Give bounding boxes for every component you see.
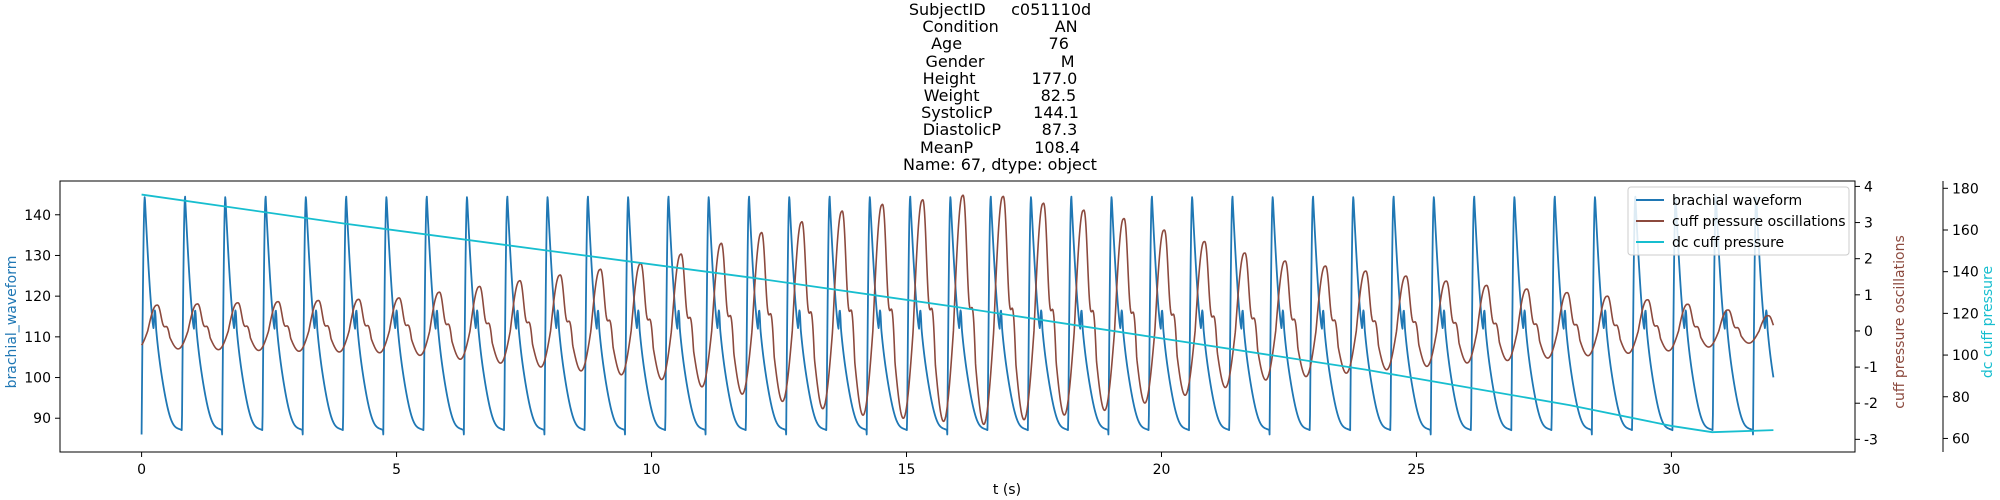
x-axis-label: t (s): [993, 482, 1021, 498]
y-tick-label-left: 130: [24, 248, 51, 264]
title-line: Condition AN: [922, 17, 1078, 37]
y-tick-label-right-dc: 100: [1952, 348, 1979, 364]
x-tick-label: 30: [1663, 462, 1681, 478]
x-tick-label: 25: [1408, 462, 1426, 478]
y-tick-label-right-dc: 80: [1952, 390, 1970, 406]
title-line: SubjectID c051110d: [908, 0, 1092, 19]
series-line-cuff-pressure-oscillations: [140, 194, 1775, 426]
title-line: DiastolicP 87.3: [922, 120, 1078, 140]
y-tick-label-right-osc: 4: [1864, 179, 1873, 195]
series-layer: [140, 193, 1775, 436]
series-line-brachial-waveform: [140, 195, 1775, 436]
y-tick-label-left: 140: [24, 208, 51, 224]
legend-label-dc-cuff: dc cuff pressure: [1672, 235, 1784, 251]
y-tick-label-right-dc: 60: [1952, 431, 1970, 447]
legend: brachial waveform cuff pressure oscillat…: [1627, 186, 1850, 256]
title-line: Name: 67, dtype: object: [903, 154, 1097, 174]
axis-labels: t (s) brachial_waveform cuff pressure os…: [4, 235, 1996, 498]
title-line: Gender M: [925, 51, 1075, 71]
y-axis-label-right-dc-cuff: dc cuff pressure: [1980, 266, 1996, 378]
x-tick-label: 10: [643, 462, 661, 478]
y-tick-label-left: 90: [33, 411, 51, 427]
y-tick-label-left: 100: [24, 371, 51, 387]
x-tick-label: 15: [898, 462, 916, 478]
y-tick-label-right-osc: 3: [1864, 216, 1873, 232]
title-line: Age 76: [931, 34, 1069, 54]
y-tick-label-right-osc: 2: [1864, 252, 1873, 268]
title-line: Height 177.0: [922, 68, 1078, 88]
series-line-dc-cuff-pressure: [141, 193, 1774, 434]
title-line: Weight 82.5: [923, 86, 1077, 105]
plot-frame: [59, 180, 1856, 453]
legend-box: [1627, 186, 1850, 256]
y-tick-label-right-dc: 120: [1952, 306, 1979, 322]
y-tick-label-right-osc: 1: [1864, 288, 1873, 304]
y-tick-label-right-osc: -3: [1864, 432, 1878, 448]
x-tick-label: 0: [137, 462, 146, 478]
y-tick-label-left: 110: [24, 330, 51, 346]
y-axis-label-left: brachial_waveform: [4, 256, 20, 389]
y-tick-label-right-osc: 0: [1864, 324, 1873, 340]
legend-label-brachial: brachial waveform: [1672, 193, 1802, 209]
title-line: MeanP 108.4: [919, 137, 1081, 157]
title-line: SystolicP 144.1: [921, 103, 1079, 123]
y-tick-label-right-osc: -2: [1864, 396, 1878, 412]
y-tick-label-right-osc: -1: [1864, 360, 1878, 376]
ticks-layer: 0 5 10 15 20 25 30 90 100 110 120 130 140 -3 -2 -1 0 1 2 3 4…: [24, 179, 1978, 478]
y-tick-label-right-dc: 160: [1952, 223, 1979, 239]
y-tick-label-right-dc: 180: [1952, 181, 1979, 197]
legend-label-cuff-oscillations: cuff pressure oscillations: [1672, 214, 1846, 230]
plot-area-border: [59, 180, 1856, 453]
y-axis-label-right-oscillations: cuff pressure oscillations: [1892, 235, 1908, 409]
y-tick-label-left: 120: [24, 289, 51, 305]
x-tick-label: 5: [392, 462, 401, 478]
y-tick-label-right-dc: 140: [1952, 265, 1979, 281]
x-tick-label: 20: [1153, 462, 1171, 478]
